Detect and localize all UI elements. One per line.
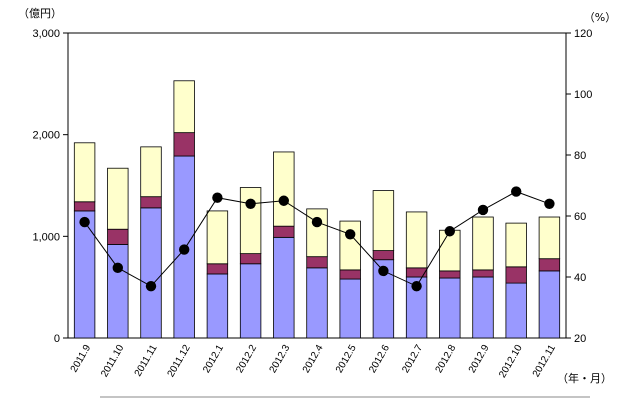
bar-segment-1	[73, 210, 96, 339]
bar-segment-3	[273, 151, 295, 227]
ratio-point	[378, 265, 389, 277]
bar-segment-2	[206, 263, 229, 275]
ratio-point	[345, 229, 356, 240]
bar-segment-3	[239, 187, 262, 255]
bar-segment-1	[538, 270, 561, 339]
bar-segment-1	[439, 277, 461, 339]
ratio-point	[179, 244, 190, 255]
bar-segment-1	[273, 236, 295, 339]
ratio-point	[212, 192, 223, 203]
bar-segment-3	[306, 208, 328, 258]
bar-segment-2	[140, 196, 162, 209]
bar-segment-1	[239, 263, 262, 339]
bar-segment-1	[339, 278, 361, 339]
bar-segment-3	[206, 210, 229, 265]
ratio-point	[112, 262, 124, 274]
ratio-point	[79, 216, 90, 228]
right-axis-unit: （%）	[584, 11, 616, 24]
bar-segment-3	[73, 142, 96, 203]
ratio-point	[444, 226, 455, 237]
ratio-point	[477, 204, 489, 216]
bar-segment-2	[538, 258, 561, 272]
bar-segment-2	[73, 201, 96, 212]
bar-segment-3	[538, 216, 561, 260]
bar-segment-3	[505, 222, 527, 268]
bar-segment-1	[505, 282, 527, 339]
bar-segment-2	[505, 266, 527, 284]
bar-segment-3	[339, 220, 361, 271]
right-tick-label: 60	[574, 211, 586, 223]
bar-segment-3	[472, 216, 494, 271]
bar-segment-2	[173, 132, 195, 157]
ratio-point	[278, 195, 289, 206]
left-tick-label: 3,000	[32, 28, 60, 40]
ratio-point	[411, 280, 422, 292]
right-tick-label: 120	[574, 28, 592, 40]
right-tick-label: 40	[574, 272, 586, 284]
ratio-point	[245, 198, 256, 209]
bar-segment-1	[140, 207, 162, 339]
right-axis-ticks: 20 40 60 80 100 120	[566, 28, 592, 345]
bar-segment-1	[472, 276, 494, 339]
bar-segment-2	[372, 250, 395, 261]
ratio-point	[511, 186, 522, 197]
right-tick-label: 80	[574, 150, 586, 162]
left-tick-label: 2,000	[32, 130, 60, 142]
bar-segment-3	[173, 80, 195, 134]
bar-segment-3	[405, 211, 428, 269]
ratio-point	[544, 198, 555, 209]
bar-segment-3	[140, 146, 162, 198]
bars	[73, 80, 561, 339]
bar-segment-3	[107, 167, 129, 230]
bar-segment-1	[206, 273, 229, 339]
bar-segment-2	[107, 228, 129, 245]
ratio-point	[145, 280, 157, 292]
left-axis-unit: （億円）	[18, 7, 62, 20]
right-tick-label: 20	[574, 333, 586, 345]
ratio-line	[79, 186, 555, 292]
bar-segment-3	[372, 190, 395, 251]
bar-segment-2	[405, 267, 428, 278]
bar-segment-2	[472, 269, 494, 278]
bar-segment-2	[306, 256, 328, 269]
left-tick-label: 0	[54, 333, 60, 345]
bar-segment-2	[339, 269, 361, 280]
left-tick-label: 1,000	[32, 231, 60, 243]
bar-segment-2	[273, 225, 295, 238]
bar-segment-1	[306, 267, 328, 339]
x-axis-unit: （年・月）	[557, 371, 612, 385]
bar-segment-2	[439, 270, 461, 279]
left-axis-ticks: 0 1,000 2,000 3,000	[32, 28, 68, 345]
ratio-point	[311, 216, 323, 228]
bar-segment-2	[239, 253, 262, 265]
right-tick-label: 100	[574, 89, 592, 101]
